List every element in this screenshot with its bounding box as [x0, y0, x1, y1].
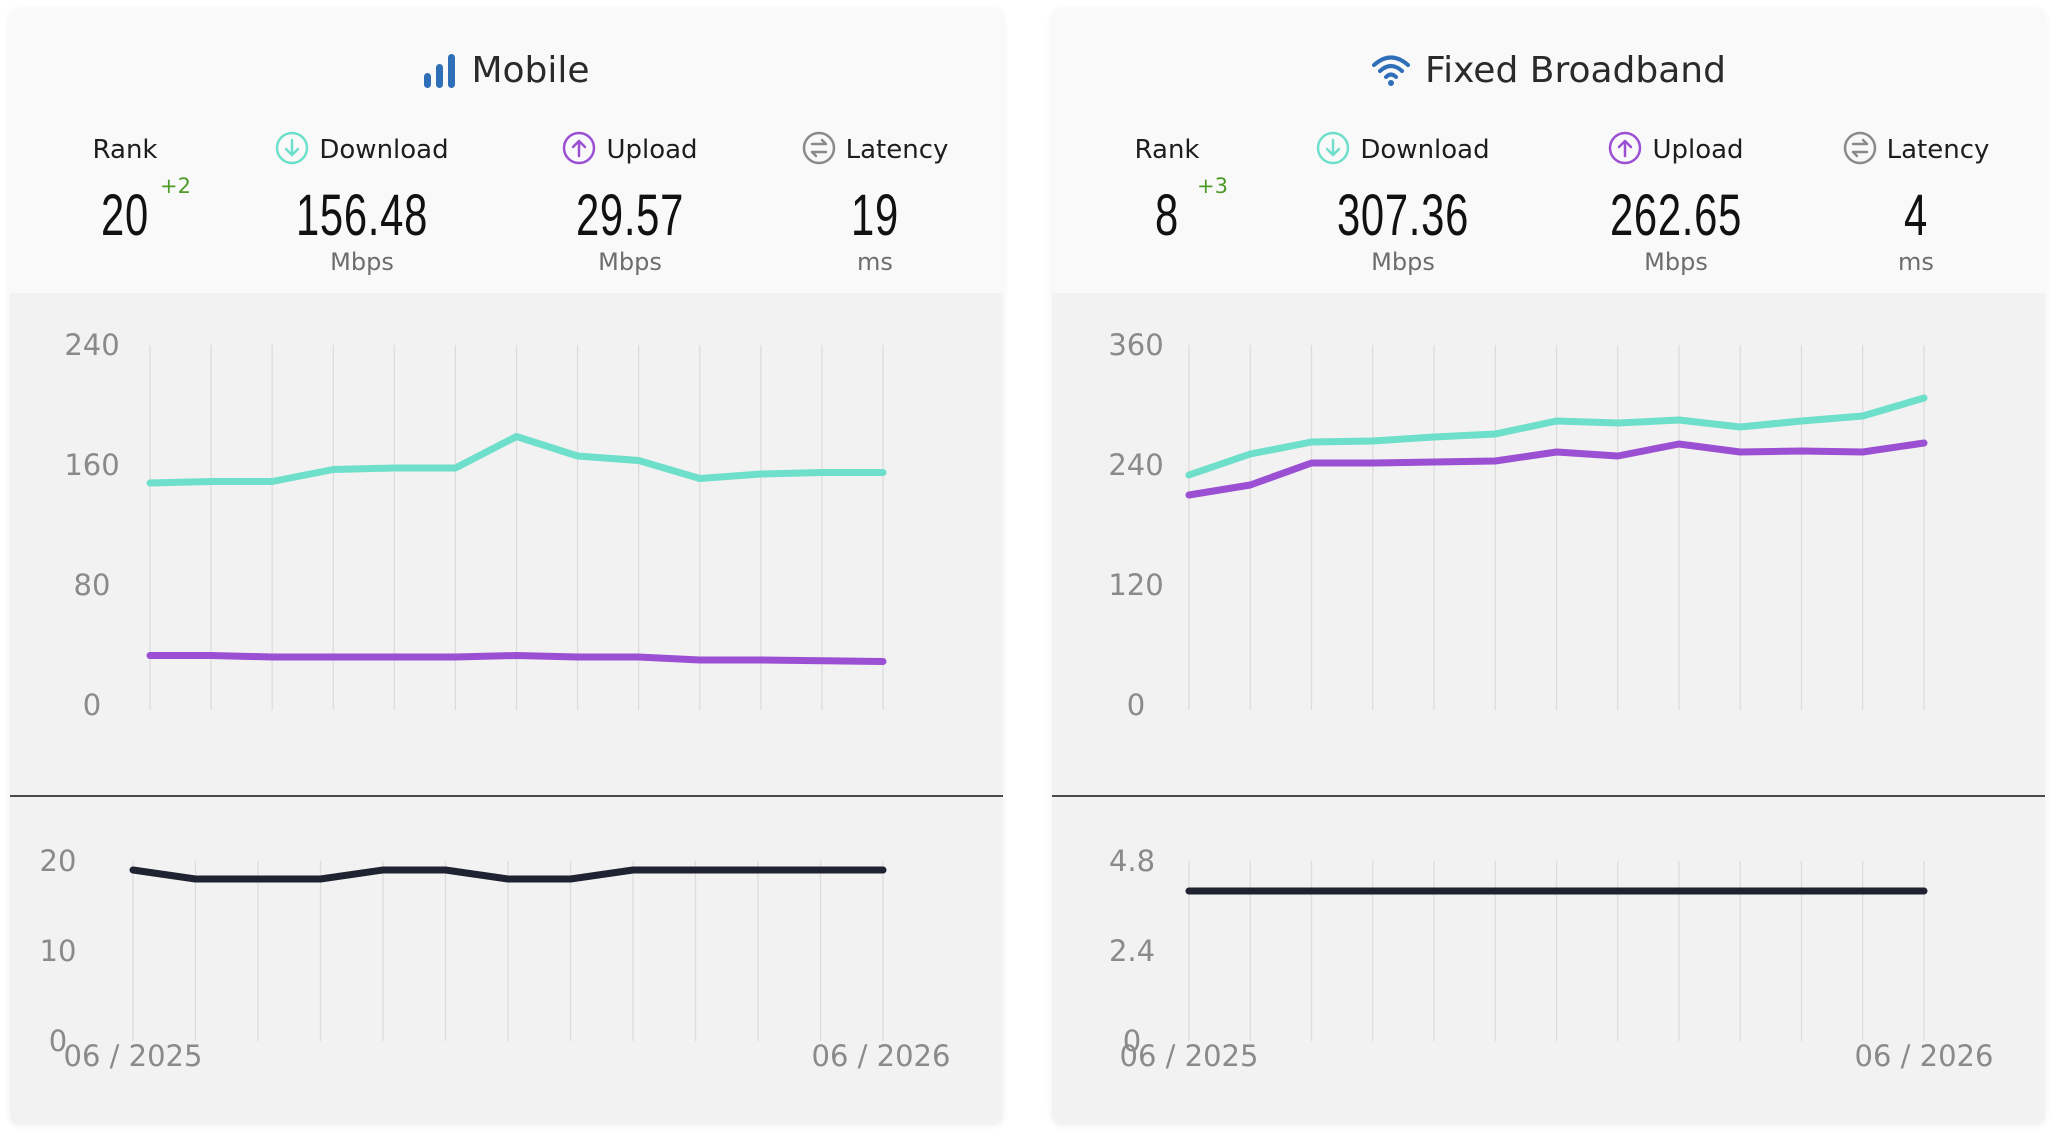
wifi-icon: [1371, 53, 1411, 87]
download-value: 156.48: [295, 183, 429, 248]
download-unit: Mbps: [330, 248, 394, 276]
latency-unit: ms: [857, 248, 893, 276]
upload-label: Upload: [606, 135, 698, 165]
x-end-label: 06 / 2026: [812, 1039, 951, 1073]
fixed-latency-chart: 0 2.4 4.8: [1109, 844, 1928, 1058]
mobile-title-text: Mobile: [471, 49, 590, 91]
mobile-panel: Mobile Rank 20 +2 Download 156.48 Mbps U…: [10, 10, 1003, 1125]
fixed-rank: Rank 8 +3: [1052, 130, 1282, 290]
mobile-download: Download 156.48 Mbps: [247, 130, 477, 290]
mobile-rank: Rank 20 +2: [10, 130, 240, 290]
latency-series-line: [129, 866, 887, 883]
arrow-down-circle-icon: [275, 131, 309, 169]
upload-series-line: [146, 652, 887, 665]
rank-change: +2: [160, 174, 191, 198]
mobile-title: Mobile: [10, 40, 1003, 100]
mobile-summary: Mobile Rank 20 +2 Download 156.48 Mbps U…: [10, 10, 1003, 293]
fixed-speed-chart: 0 120 240 360: [1108, 328, 1928, 722]
download-unit: Mbps: [1371, 248, 1435, 276]
latency-label: Latency: [1886, 135, 1990, 165]
download-series-line: [1185, 394, 1928, 479]
rank-value: 8: [1155, 183, 1179, 248]
y-tick-label: 0: [49, 1024, 67, 1058]
y-tick-label: 2.4: [1109, 934, 1155, 968]
fixed-x-axis: 06 / 2025 06 / 2026: [1120, 1039, 1994, 1073]
latency-unit: ms: [1898, 248, 1934, 276]
upload-unit: Mbps: [598, 248, 662, 276]
latency-value: 4: [1904, 183, 1928, 248]
fixed-latency: Latency 4 ms: [1801, 130, 2031, 290]
y-tick-label: 120: [1108, 568, 1163, 602]
arrow-up-circle-icon: [562, 131, 596, 169]
y-tick-label: 360: [1108, 328, 1163, 362]
mobile-latency: Latency 19 ms: [760, 130, 990, 290]
y-tick-label: 4.8: [1109, 844, 1155, 878]
mobile-latency-chart: 0 10 20: [40, 844, 887, 1058]
chart-divider: [10, 795, 1003, 797]
fixed-broadband-panel: Fixed Broadband Rank 8 +3 Download 307.3…: [1052, 10, 2045, 1125]
x-start-label: 06 / 2025: [1120, 1039, 1259, 1073]
mobile-speed-chart: 0 80 160 240: [64, 328, 887, 722]
x-start-label: 06 / 2025: [64, 1039, 203, 1073]
rank-label: Rank: [1134, 135, 1200, 165]
y-tick-label: 80: [74, 568, 111, 602]
y-tick-label: 0: [83, 688, 101, 722]
y-tick-label: 240: [1108, 448, 1163, 482]
y-tick-label: 0: [1127, 688, 1145, 722]
fixed-title-text: Fixed Broadband: [1425, 49, 1726, 91]
upload-value: 29.57: [575, 183, 685, 248]
y-tick-label: 20: [40, 844, 77, 878]
y-tick-label: 0: [1123, 1024, 1141, 1058]
latency-label: Latency: [845, 135, 949, 165]
arrow-up-circle-icon: [1608, 131, 1642, 169]
latency-value: 19: [851, 183, 899, 248]
rank-value: 20: [101, 183, 149, 248]
chart-divider: [1052, 795, 2045, 797]
fixed-summary: Fixed Broadband Rank 8 +3 Download 307.3…: [1052, 10, 2045, 293]
rank-change: +3: [1197, 174, 1228, 198]
y-tick-label: 160: [64, 448, 119, 482]
download-series-line: [146, 433, 887, 487]
arrow-down-circle-icon: [1316, 131, 1350, 169]
y-tick-label: 10: [40, 934, 77, 968]
exchange-circle-icon: [802, 131, 836, 169]
x-end-label: 06 / 2026: [1855, 1039, 1994, 1073]
exchange-circle-icon: [1843, 131, 1877, 169]
signal-bars-icon: [423, 51, 457, 89]
download-value: 307.36: [1336, 183, 1470, 248]
rank-label: Rank: [92, 135, 158, 165]
download-label: Download: [319, 135, 449, 165]
fixed-upload: Upload 262.65 Mbps: [1561, 130, 1791, 290]
upload-label: Upload: [1652, 135, 1744, 165]
upload-unit: Mbps: [1644, 248, 1708, 276]
fixed-title: Fixed Broadband: [1052, 40, 2045, 100]
y-tick-label: 240: [64, 328, 119, 362]
upload-series-line: [1185, 439, 1928, 499]
upload-value: 262.65: [1609, 183, 1743, 248]
download-label: Download: [1360, 135, 1490, 165]
mobile-upload: Upload 29.57 Mbps: [515, 130, 745, 290]
mobile-x-axis: 06 / 2025 06 / 2026: [64, 1039, 951, 1073]
fixed-download: Download 307.36 Mbps: [1288, 130, 1518, 290]
